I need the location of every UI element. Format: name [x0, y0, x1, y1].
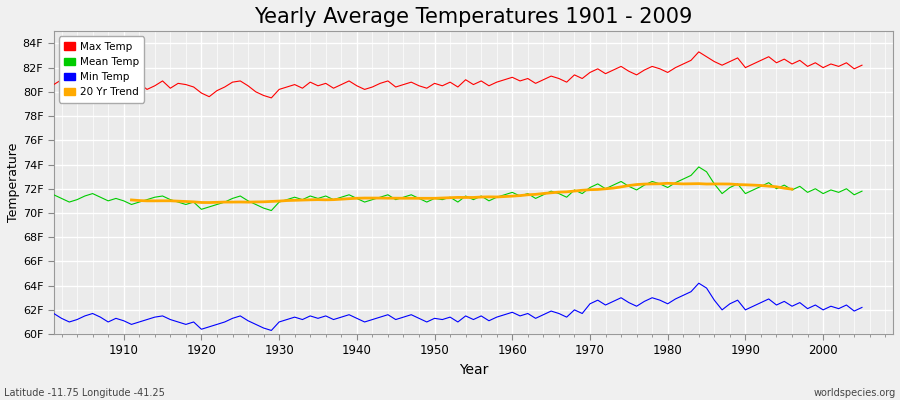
Legend: Max Temp, Mean Temp, Min Temp, 20 Yr Trend: Max Temp, Mean Temp, Min Temp, 20 Yr Tre…: [59, 36, 144, 102]
Text: worldspecies.org: worldspecies.org: [814, 388, 896, 398]
Text: Latitude -11.75 Longitude -41.25: Latitude -11.75 Longitude -41.25: [4, 388, 166, 398]
X-axis label: Year: Year: [459, 363, 488, 377]
Title: Yearly Average Temperatures 1901 - 2009: Yearly Average Temperatures 1901 - 2009: [254, 7, 693, 27]
Y-axis label: Temperature: Temperature: [7, 143, 20, 222]
